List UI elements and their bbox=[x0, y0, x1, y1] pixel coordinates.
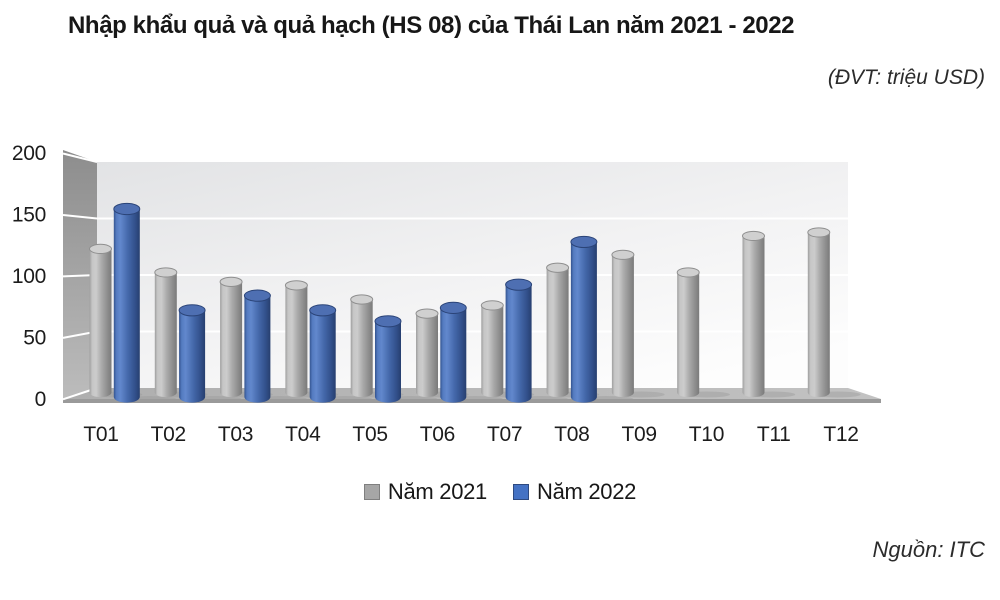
bar-Năm 2021-T05 bbox=[350, 299, 373, 398]
bars bbox=[89, 202, 831, 403]
bar-Năm 2021-T01 bbox=[89, 248, 112, 398]
x-tick-T09: T09 bbox=[622, 423, 657, 446]
axis-labels: 0 50 100 150 200 T01 T02 T03 T04 T05 T06 T07 T08 T09 T… bbox=[12, 142, 859, 446]
bar-top-Năm 2022-T03 bbox=[243, 289, 271, 302]
bar-Năm 2021-T06 bbox=[416, 313, 438, 398]
source-label: Nguồn: ITC bbox=[872, 537, 986, 562]
gridline-side-200 bbox=[62, 152, 98, 163]
bar-top-Năm 2022-T06 bbox=[439, 301, 467, 314]
bar-Năm 2021-T08 bbox=[546, 267, 569, 398]
x-tick-T07: T07 bbox=[487, 423, 522, 446]
bar-Năm 2021-T11 bbox=[742, 235, 765, 398]
bar-Năm 2022-T07 bbox=[505, 284, 532, 403]
y-tick-50: 50 bbox=[23, 326, 46, 349]
bar-Năm 2022-T02 bbox=[179, 310, 206, 403]
bar-top-Năm 2021-T06 bbox=[415, 308, 439, 319]
bar-top-Năm 2022-T04 bbox=[309, 304, 337, 317]
bar-Năm 2022-T05 bbox=[375, 321, 401, 403]
legend-item-2021: Năm 2021 bbox=[363, 479, 487, 505]
bar-top-Năm 2022-T07 bbox=[505, 278, 533, 291]
bar-Năm 2022-T04 bbox=[309, 310, 336, 403]
bar-Năm 2021-T10 bbox=[677, 272, 700, 398]
x-tick-T08: T08 bbox=[554, 423, 589, 446]
y-tick-0: 0 bbox=[35, 388, 46, 411]
bar-top-Năm 2021-T02 bbox=[154, 267, 178, 278]
bar-top-Năm 2021-T03 bbox=[219, 276, 243, 287]
plot-floor-front-edge bbox=[63, 399, 881, 403]
x-tick-T10: T10 bbox=[689, 423, 724, 446]
x-tick-T03: T03 bbox=[218, 423, 253, 446]
x-tick-T01: T01 bbox=[83, 423, 118, 446]
gridline-side-150 bbox=[62, 213, 98, 220]
bar-top-Năm 2021-T10 bbox=[676, 267, 700, 278]
bar-top-Năm 2021-T11 bbox=[742, 230, 765, 242]
x-tick-T12: T12 bbox=[823, 423, 858, 446]
legend-swatch-2022 bbox=[513, 484, 529, 500]
y-tick-100: 100 bbox=[12, 265, 46, 288]
gridlines bbox=[62, 152, 848, 401]
bar-top-Năm 2021-T12 bbox=[807, 227, 831, 238]
legend: Năm 2021 Năm 2022 bbox=[0, 479, 1000, 505]
bar-top-Năm 2021-T04 bbox=[284, 280, 308, 291]
bar-top-Năm 2022-T08 bbox=[570, 235, 598, 249]
y-tick-150: 150 bbox=[12, 203, 46, 226]
bar-Năm 2022-T06 bbox=[440, 307, 467, 403]
x-tick-T06: T06 bbox=[420, 423, 455, 446]
legend-label-2021: Năm 2021 bbox=[387, 479, 487, 504]
bar-top-Năm 2021-T08 bbox=[546, 262, 570, 273]
unit-label: (ĐVT: triệu USD) bbox=[827, 66, 985, 89]
bar-top-Năm 2021-T05 bbox=[350, 294, 374, 305]
bar-Năm 2021-T02 bbox=[154, 272, 177, 398]
bar-top-Năm 2021-T07 bbox=[480, 300, 504, 311]
chart-plot-area: 0 50 100 150 200 T01 T02 T03 T04 T05 T06 T07 T08 T09 T… bbox=[0, 140, 1000, 470]
bar-Năm 2021-T12 bbox=[807, 232, 830, 398]
bar-Năm 2021-T04 bbox=[285, 285, 308, 398]
bar-top-Năm 2022-T05 bbox=[374, 315, 402, 328]
y-tick-200: 200 bbox=[12, 142, 46, 165]
legend-item-2022: Năm 2022 bbox=[513, 479, 636, 505]
x-tick-T11: T11 bbox=[757, 423, 791, 446]
bar-Năm 2022-T08 bbox=[570, 241, 597, 403]
bar-top-Năm 2021-T01 bbox=[89, 243, 112, 255]
chart-title: Nhập khẩu quả và quả hạch (HS 08) của Th… bbox=[68, 12, 795, 39]
legend-swatch-2021 bbox=[363, 484, 380, 500]
bar-Năm 2021-T09 bbox=[611, 254, 634, 398]
x-tick-T04: T04 bbox=[285, 423, 321, 446]
legend-label-2022: Năm 2022 bbox=[537, 479, 637, 504]
bar-Năm 2022-T01 bbox=[113, 208, 140, 403]
bar-top-Năm 2021-T09 bbox=[611, 249, 635, 260]
bar-top-Năm 2022-T01 bbox=[113, 202, 141, 216]
chart-canvas: 0 50 100 150 200 T01 T02 T03 T04 T05 T06 T07 T08 T09 T… bbox=[12, 142, 881, 446]
bar-Năm 2021-T03 bbox=[220, 281, 243, 398]
bar-Năm 2021-T07 bbox=[481, 305, 504, 398]
x-tick-T05: T05 bbox=[352, 423, 387, 446]
bar-Năm 2022-T03 bbox=[244, 295, 271, 403]
bar-top-Năm 2022-T02 bbox=[178, 304, 206, 317]
x-tick-T02: T02 bbox=[151, 423, 186, 446]
